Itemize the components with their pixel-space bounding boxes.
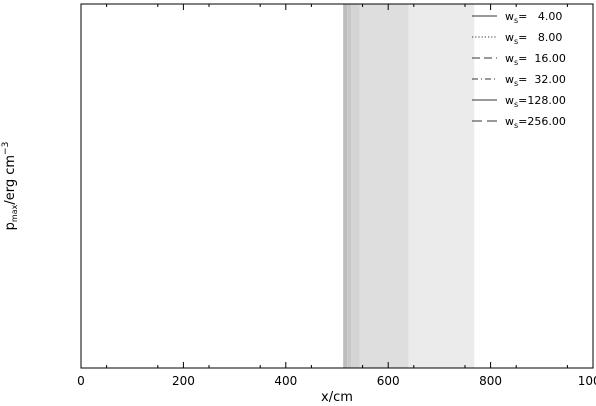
legend-label-0: ws= 4.00 [505,10,562,25]
shaded-bands [343,4,475,368]
x-tick-label-1: 200 [172,374,195,388]
x-tick-label-5: 1000 [578,374,596,388]
legend-label-4: ws=128.00 [505,94,566,109]
shaded-band-1 [347,4,352,368]
y-axis-label: pmax/erg cm−3 [1,142,19,231]
legend: ws= 4.00 ws= 8.00 ws= 16.00 ws= 32.00 ws=128… [472,10,566,130]
x-tick-label-0: 0 [77,374,85,388]
plot-frame [80,3,594,369]
legend-label-2: ws= 16.00 [505,52,566,67]
shaded-band-3 [359,4,409,368]
x-axis-label: x/cm [321,390,353,405]
shaded-band-2 [351,4,360,368]
shaded-band-4 [408,4,475,368]
legend-label-1: ws= 8.00 [505,31,562,46]
legend-label-5: ws=256.00 [505,115,566,130]
x-tick-label-3: 600 [377,374,400,388]
x-tick-label-4: 800 [479,374,502,388]
axis-ticks: 020040060080010002.0×10254.0×10256.0×102… [77,4,596,388]
x-tick-label-2: 400 [274,374,297,388]
shaded-band-0 [343,4,348,368]
legend-label-3: ws= 32.00 [505,73,566,88]
